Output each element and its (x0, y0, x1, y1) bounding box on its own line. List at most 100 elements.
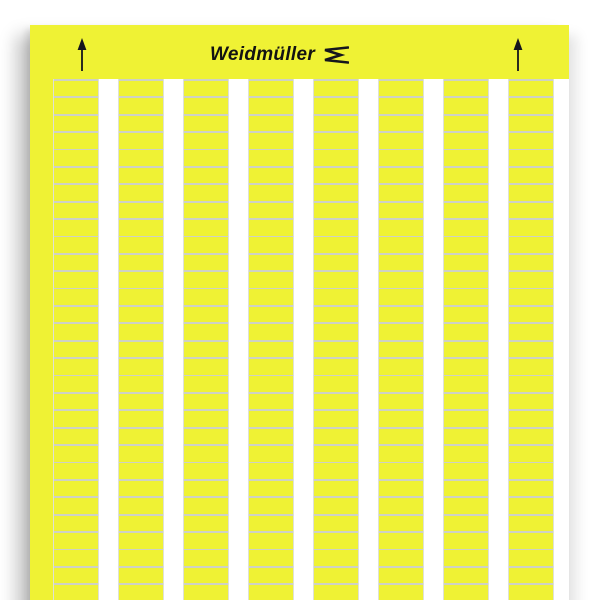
label-cell (184, 306, 228, 323)
label-cell (119, 480, 163, 497)
label-cell (444, 532, 488, 549)
label-sheet: Weidmüller (30, 25, 569, 600)
label-cell (54, 550, 98, 566)
label-grid (53, 79, 569, 600)
label-cell (509, 324, 553, 340)
label-cell (379, 254, 423, 271)
label-cell (314, 202, 358, 219)
label-cell (379, 80, 423, 97)
label-cell (509, 80, 553, 97)
label-cell (509, 515, 553, 532)
label-cell (444, 411, 488, 427)
label-cell (54, 80, 98, 97)
label-cell (54, 359, 98, 375)
label-cell (314, 219, 358, 236)
label-cell (54, 254, 98, 271)
label-cell (184, 359, 228, 375)
label-cell (379, 446, 423, 462)
label-cell (184, 202, 228, 219)
label-cell (184, 185, 228, 201)
label-cell (54, 306, 98, 323)
label-cell (249, 359, 293, 375)
label-cell (314, 185, 358, 201)
label-cell (444, 254, 488, 271)
label-cell (314, 515, 358, 532)
label-cell (509, 428, 553, 445)
label-cell (509, 567, 553, 584)
label-cell (249, 306, 293, 323)
label-cell (184, 341, 228, 358)
label-cell (249, 567, 293, 584)
label-cell (54, 289, 98, 306)
label-cell (249, 532, 293, 549)
label-cell (314, 150, 358, 166)
label-cell (249, 132, 293, 149)
label-cell (184, 289, 228, 306)
label-column (118, 79, 164, 600)
label-cell (509, 98, 553, 114)
label-cell (379, 324, 423, 340)
label-cell (119, 585, 163, 600)
label-cell (444, 359, 488, 375)
label-cell (54, 532, 98, 549)
label-cell (119, 80, 163, 97)
label-cell (184, 585, 228, 600)
label-cell (444, 306, 488, 323)
label-cell (184, 167, 228, 184)
label-column (53, 79, 99, 600)
label-cell (249, 515, 293, 532)
label-cell (249, 428, 293, 445)
label-cell (379, 376, 423, 393)
label-cell (184, 463, 228, 479)
label-cell (184, 498, 228, 514)
label-cell (379, 306, 423, 323)
label-cell (249, 480, 293, 497)
label-cell (249, 150, 293, 166)
label-cell (314, 498, 358, 514)
label-cell (249, 115, 293, 132)
label-cell (184, 115, 228, 132)
label-cell (119, 463, 163, 479)
label-cell (119, 272, 163, 288)
label-cell (509, 167, 553, 184)
label-cell (249, 498, 293, 514)
label-cell (314, 272, 358, 288)
label-cell (379, 411, 423, 427)
label-cell (54, 219, 98, 236)
label-cell (379, 219, 423, 236)
label-cell (54, 411, 98, 427)
label-cell (249, 254, 293, 271)
label-cell (54, 567, 98, 584)
label-cell (119, 341, 163, 358)
label-cell (54, 98, 98, 114)
label-column (508, 79, 554, 600)
label-cell (54, 446, 98, 462)
label-cell (509, 254, 553, 271)
label-cell (54, 585, 98, 600)
label-cell (119, 411, 163, 427)
label-cell (379, 167, 423, 184)
label-cell (184, 98, 228, 114)
label-cell (184, 532, 228, 549)
label-cell (249, 463, 293, 479)
label-cell (119, 289, 163, 306)
label-cell (379, 463, 423, 479)
label-cell (54, 393, 98, 410)
label-cell (119, 219, 163, 236)
label-cell (509, 376, 553, 393)
label-cell (509, 237, 553, 253)
label-cell (249, 341, 293, 358)
label-cell (314, 411, 358, 427)
label-cell (444, 167, 488, 184)
label-cell (249, 376, 293, 393)
label-cell (119, 324, 163, 340)
brand-lockup: Weidmüller (210, 44, 350, 66)
label-cell (509, 202, 553, 219)
label-column (248, 79, 294, 600)
label-cell (184, 254, 228, 271)
label-cell (379, 202, 423, 219)
label-cell (379, 480, 423, 497)
label-cell (379, 98, 423, 114)
label-cell (444, 272, 488, 288)
